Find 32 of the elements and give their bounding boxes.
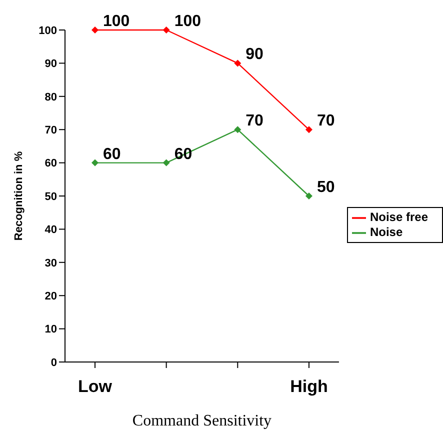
point <box>305 192 312 200</box>
data-label: 70 <box>246 112 264 130</box>
legend-label: Noise free <box>370 210 428 224</box>
x-axis-title: Command Sensitivity <box>132 412 272 430</box>
y-tick-label: 10 <box>44 324 57 336</box>
x-tick-label: Low <box>78 377 113 396</box>
data-label: 70 <box>316 112 335 130</box>
y-tick-label: 90 <box>44 58 57 70</box>
y-tick-label: 80 <box>44 91 57 104</box>
y-tick-label: 50 <box>44 190 57 203</box>
data-label: 100 <box>174 13 202 30</box>
y-tick-label: 70 <box>44 124 57 137</box>
y-tick-label: 0 <box>50 356 57 369</box>
data-label: 50 <box>316 179 335 196</box>
y-axis-title: Recognition in % <box>12 151 25 241</box>
y-tick-label: 100 <box>38 24 57 37</box>
point <box>234 60 242 67</box>
point <box>162 26 170 34</box>
point <box>305 126 312 134</box>
data-label: 90 <box>246 46 264 64</box>
y-tick-label: 20 <box>44 290 57 303</box>
data-label: 60 <box>103 146 121 163</box>
y-tick-label: 60 <box>44 158 57 170</box>
point <box>92 159 98 166</box>
point <box>234 126 242 134</box>
y-tick-label: 40 <box>44 224 57 236</box>
data-label: 100 <box>103 13 130 30</box>
y-tick-label: 30 <box>44 257 57 270</box>
legend-label: Noise <box>370 225 403 239</box>
point <box>92 26 98 34</box>
point <box>162 159 170 166</box>
x-tick-label: High <box>290 377 328 396</box>
